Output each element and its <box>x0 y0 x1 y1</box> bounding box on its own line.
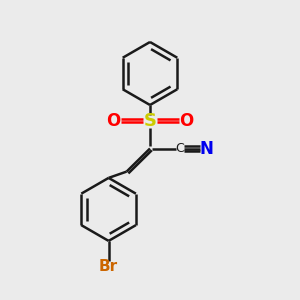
Text: C: C <box>176 142 184 155</box>
Text: N: N <box>199 140 213 158</box>
Text: Br: Br <box>99 259 118 274</box>
Text: O: O <box>179 112 194 130</box>
Text: O: O <box>106 112 121 130</box>
Text: S: S <box>143 112 157 130</box>
